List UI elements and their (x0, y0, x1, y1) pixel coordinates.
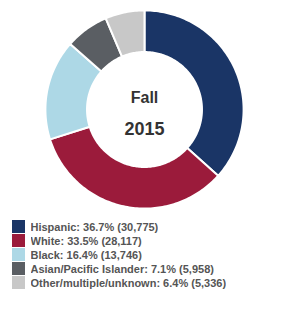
svg-text:Fall: Fall (131, 89, 159, 106)
html-text:Asian/Pacific Islander: 7.1% (: Asian/Pacific Islander: 7.1% (5,958) (30, 262, 214, 275)
html-text:Hispanic: 36.7% (30,775): Hispanic: 36.7% (30,775) (30, 220, 159, 233)
html-text:Black: 16.4% (13,746): Black: 16.4% (13,746) (30, 248, 142, 261)
html-text:Other/multiple/unknown: 6.4% (: Other/multiple/unknown: 6.4% (5,336) (30, 276, 227, 289)
svg-text:2015: 2015 (124, 119, 164, 139)
html-text:White: 33.5% (28,117): White: 33.5% (28,117) (30, 234, 142, 247)
